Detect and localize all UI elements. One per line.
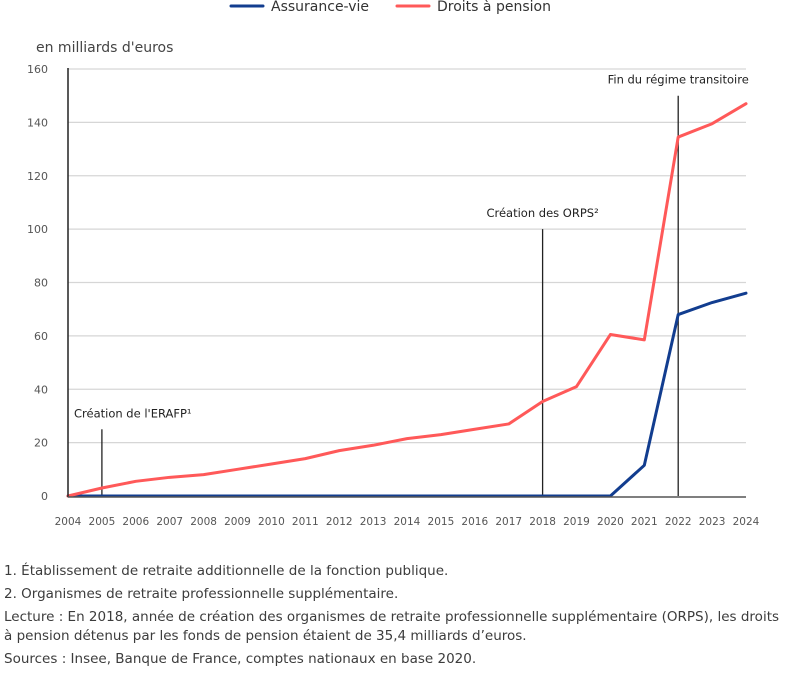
x-tick-label: 2021 — [631, 516, 658, 528]
y-tick-label: 100 — [27, 223, 48, 236]
x-tick-label: 2016 — [461, 516, 488, 528]
line-chart: Assurance-vie Droits à pension en milliar… — [27, 0, 760, 528]
footnote-2: 2. Organismes de retraite professionnell… — [4, 586, 399, 602]
y-axis-ticks: 0 20 40 60 80 100 120 140 160 — [27, 63, 48, 503]
x-tick-label: 2018 — [529, 516, 556, 528]
x-tick-label: 2006 — [122, 516, 149, 528]
series-line-droits-a-pension — [66, 102, 748, 498]
x-tick-label: 2015 — [428, 516, 455, 528]
annotation-label: Création de l'ERAFP¹ — [74, 406, 192, 420]
y-tick-label: 160 — [27, 63, 48, 76]
x-tick-label: 2022 — [665, 516, 692, 528]
x-tick-label: 2010 — [258, 516, 285, 528]
sources-note: Sources : Insee, Banque de France, compt… — [4, 651, 477, 667]
x-tick-label: 2009 — [224, 516, 251, 528]
reading-note: Lecture : En 2018, année de création des… — [4, 609, 780, 644]
x-tick-label: 2023 — [699, 516, 726, 528]
footnote-1: 1. Établissement de retraite additionnel… — [4, 563, 449, 579]
gridlines — [68, 68, 746, 444]
annotations: Création de l'ERAFP¹ Création des ORPS² Fi… — [74, 73, 749, 496]
x-tick-label: 2020 — [597, 516, 624, 528]
y-axis-unit-label: en milliards d'euros — [36, 40, 173, 56]
x-tick-label: 2005 — [89, 516, 116, 528]
y-tick-label: 120 — [27, 170, 48, 183]
legend: Assurance-vie Droits à pension — [229, 0, 551, 15]
x-tick-label: 2017 — [495, 516, 522, 528]
series-line-assurance-vie — [66, 291, 748, 498]
series-lines — [66, 102, 748, 498]
x-axis-ticks: 2004 2005 2006 2007 2008 2009 2010 2011 2012 2013… — [55, 516, 760, 528]
y-tick-label: 20 — [34, 437, 48, 450]
annotation-label: Fin du régime transitoire — [608, 73, 749, 87]
annotation-label: Création des ORPS² — [486, 206, 598, 220]
x-tick-label: 2014 — [394, 516, 421, 528]
x-tick-label: 2024 — [733, 516, 760, 528]
x-tick-label: 2007 — [156, 516, 183, 528]
y-tick-label: 60 — [34, 330, 48, 343]
y-tick-label: 40 — [34, 383, 48, 396]
legend-label: Assurance-vie — [271, 0, 369, 15]
y-tick-label: 0 — [41, 490, 48, 503]
y-tick-label: 80 — [34, 277, 48, 290]
legend-label: Droits à pension — [437, 0, 551, 15]
chart-notes: 1. Établissement de retraite additionnel… — [4, 562, 784, 673]
x-tick-label: 2019 — [563, 516, 590, 528]
x-tick-label: 2011 — [292, 516, 319, 528]
x-tick-label: 2013 — [360, 516, 387, 528]
y-tick-label: 140 — [27, 116, 48, 129]
x-tick-label: 2004 — [55, 516, 82, 528]
x-tick-label: 2008 — [190, 516, 217, 528]
x-tick-label: 2012 — [326, 516, 353, 528]
